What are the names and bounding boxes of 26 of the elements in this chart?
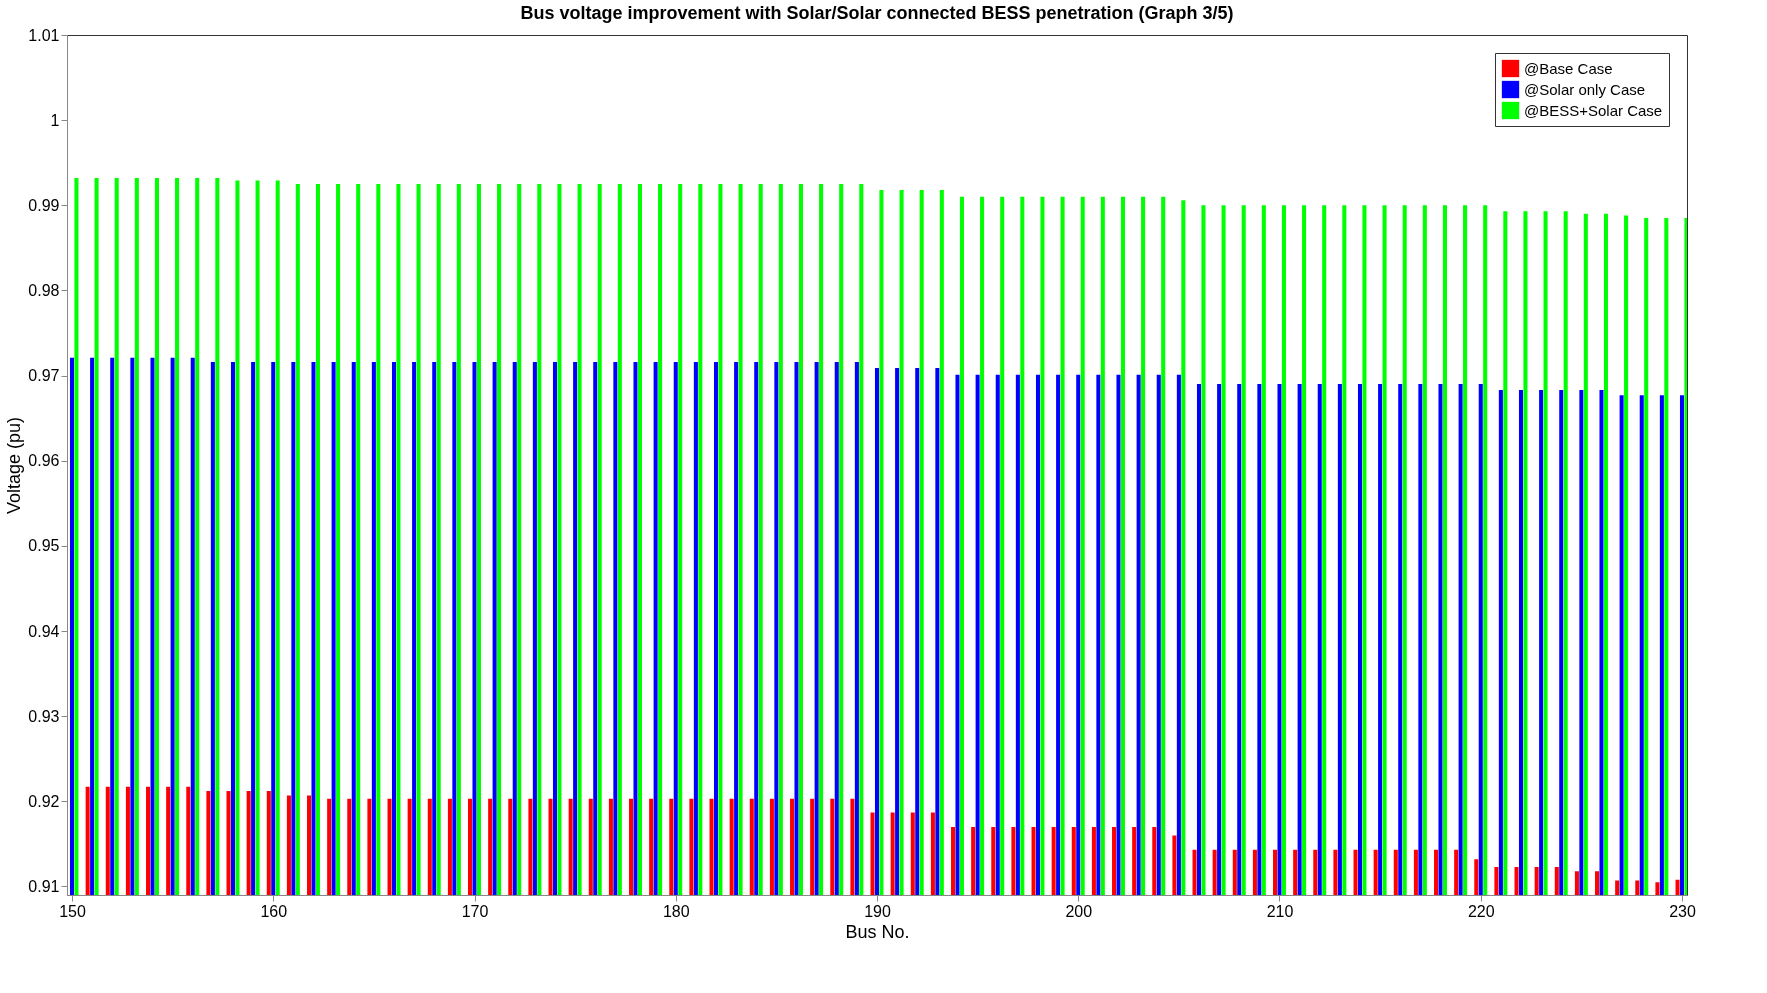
y-tick-label: 0.97 <box>28 367 60 385</box>
x-tick-label: 200 <box>1065 902 1093 920</box>
y-tick-label: 0.92 <box>28 792 60 810</box>
x-tick-label: 230 <box>1669 902 1696 920</box>
y-axis-title: Voltage (pu) <box>4 416 25 515</box>
legend-label: @Solar only Case <box>1524 80 1646 98</box>
y-tick-label: 0.93 <box>28 707 60 725</box>
x-tick-label: 160 <box>260 902 288 920</box>
y-tick-label: 0.95 <box>28 537 60 555</box>
x-tick-label: 210 <box>1266 902 1294 920</box>
x-tick-label: 170 <box>461 902 489 920</box>
y-tick-label: 0.98 <box>28 281 60 299</box>
y-tick-label: 0.99 <box>28 196 60 214</box>
y-tick-label: 0.91 <box>28 877 60 895</box>
x-axis-title: Bus No. <box>845 921 910 942</box>
y-tick-label: 1.01 <box>28 26 60 44</box>
x-tick-label: 190 <box>864 902 891 920</box>
x-tick-label: 180 <box>662 902 690 920</box>
legend-label: @Base Case <box>1524 59 1613 77</box>
y-tick-label: 0.94 <box>28 622 60 640</box>
y-tick-label: 0.96 <box>28 452 60 470</box>
chart-title: Bus voltage improvement with Solar/Solar connected BESS penetration (Graph 3/5) <box>520 3 1234 23</box>
x-tick-label: 220 <box>1467 902 1495 920</box>
x-tick-label: 150 <box>59 902 86 920</box>
legend-label: @BESS+Solar Case <box>1524 101 1663 119</box>
y-tick-label: 1 <box>50 111 60 129</box>
